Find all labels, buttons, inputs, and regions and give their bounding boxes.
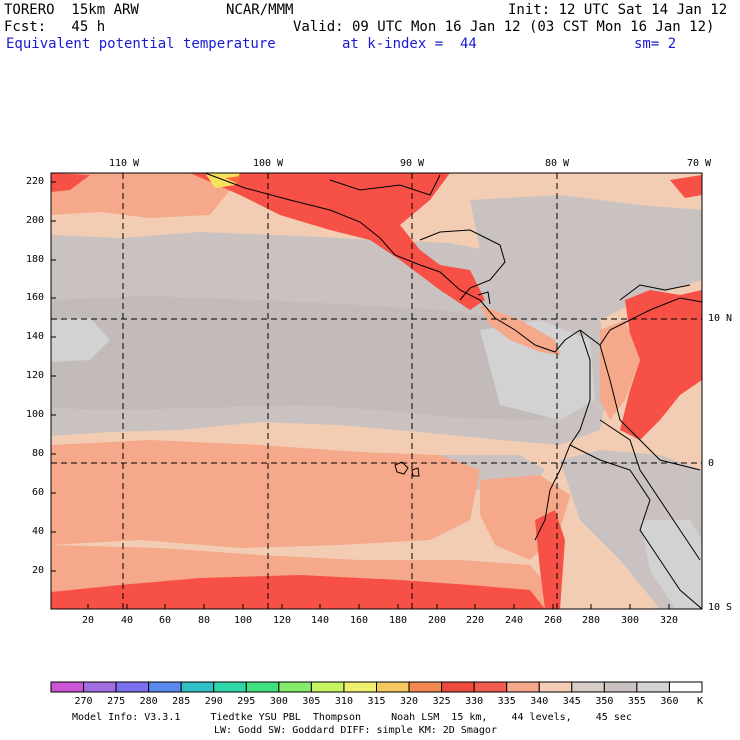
colorbar-swatch <box>636 681 670 693</box>
shaded-field <box>51 173 702 609</box>
lon-label-110w: 110 W <box>108 158 140 169</box>
lat-label-10s: 10 S <box>708 602 733 613</box>
organization: NCAR/MMM <box>226 2 294 18</box>
colorbar-label: 350 <box>595 696 614 707</box>
lon-label-80w: 80 W <box>544 158 570 169</box>
x-tick: 160 <box>349 615 369 626</box>
valid-time: Valid: 09 UTC Mon 16 Jan 12 (03 CST Mon … <box>293 19 715 35</box>
x-tick: 20 <box>81 615 95 626</box>
colorbar-swatch <box>668 681 703 693</box>
colorbar-label: 320 <box>400 696 419 707</box>
colorbar-swatch <box>473 681 508 693</box>
x-tick: 120 <box>272 615 292 626</box>
colorbar <box>50 681 703 693</box>
init-time: Init: 12 UTC Sat 14 Jan 12 <box>508 2 728 18</box>
lon-label-100w: 100 W <box>252 158 284 169</box>
colorbar-swatch <box>213 681 247 693</box>
colorbar-swatch <box>571 681 605 693</box>
colorbar-swatch <box>245 681 280 693</box>
lat-lon-grid <box>51 173 702 609</box>
lat-label-equator: 0 <box>708 458 715 469</box>
colorbar-swatch <box>115 681 150 693</box>
y-tick: 40 <box>31 526 44 537</box>
x-tick: 280 <box>581 615 601 626</box>
colorbar-label: 275 <box>107 696 126 707</box>
coastlines <box>204 172 703 610</box>
colorbar-swatch <box>343 681 378 693</box>
x-tick: 80 <box>197 615 211 626</box>
x-tick: 100 <box>233 615 253 626</box>
colorbar-label: 290 <box>204 696 223 707</box>
colorbar-swatch <box>83 681 117 693</box>
colorbar-label: 340 <box>530 696 549 707</box>
level-info: at k-index = 44 <box>342 36 477 52</box>
x-tick: 300 <box>620 615 640 626</box>
x-tick: 240 <box>504 615 524 626</box>
model-name: TORERO 15km ARW <box>4 2 139 18</box>
x-tick: 220 <box>465 615 485 626</box>
y-tick: 160 <box>25 292 44 303</box>
colorbar-swatch <box>603 681 638 693</box>
colorbar-swatch <box>441 681 475 693</box>
colorbar-swatch <box>538 681 573 693</box>
forecast-hour: Fcst: 45 h <box>4 19 106 35</box>
x-tick: 200 <box>427 615 447 626</box>
y-tick: 100 <box>25 409 44 420</box>
x-tick: 320 <box>659 615 679 626</box>
lon-label-90w: 90 W <box>399 158 425 169</box>
colorbar-label: 285 <box>172 696 191 707</box>
colorbar-swatch <box>506 681 540 693</box>
colorbar-label: 355 <box>627 696 646 707</box>
lat-label-10n: 10 N <box>708 313 733 324</box>
colorbar-label: 300 <box>269 696 288 707</box>
y-tick: 200 <box>25 215 44 226</box>
colorbar-swatch <box>310 681 345 693</box>
x-tick: 140 <box>310 615 330 626</box>
colorbar-swatch <box>408 681 443 693</box>
colorbar-label: 305 <box>302 696 321 707</box>
colorbar-label: 360 <box>660 696 679 707</box>
colorbar-label: 345 <box>562 696 581 707</box>
x-tick: 60 <box>158 615 172 626</box>
model-info: Model Info: V3.3.1 Tiedtke YSU PBL Thomp… <box>72 712 632 723</box>
physics-info: LW: Godd SW: Goddard DIFF: simple KM: 2D… <box>214 725 497 736</box>
colorbar-label: 325 <box>432 696 451 707</box>
colorbar-swatch <box>376 681 410 693</box>
x-tick: 180 <box>388 615 408 626</box>
colorbar-swatch <box>278 681 312 693</box>
colorbar-label: 330 <box>465 696 484 707</box>
lon-label-70w: 70 W <box>686 158 712 169</box>
field-name: Equivalent potential temperature <box>6 36 276 52</box>
y-tick: 20 <box>31 565 44 576</box>
colorbar-label: 335 <box>497 696 516 707</box>
y-tick: 120 <box>25 370 44 381</box>
smoothing-info: sm= 2 <box>634 36 677 52</box>
y-tick: 180 <box>25 254 44 265</box>
y-tick: 140 <box>25 331 44 342</box>
colorbar-label: 280 <box>139 696 158 707</box>
y-tick: 60 <box>31 487 44 498</box>
colorbar-swatch <box>50 681 85 693</box>
y-tick: 220 <box>25 176 44 187</box>
colorbar-swatch <box>148 681 182 693</box>
colorbar-label: 295 <box>237 696 256 707</box>
x-tick: 40 <box>120 615 134 626</box>
colorbar-label: 310 <box>334 696 353 707</box>
colorbar-swatch <box>180 681 215 693</box>
colorbar-label: 270 <box>74 696 93 707</box>
x-tick: 260 <box>543 615 563 626</box>
y-tick: 80 <box>31 448 44 459</box>
colorbar-unit: K <box>697 696 704 707</box>
colorbar-label: 315 <box>367 696 386 707</box>
plot-frame <box>50 172 703 610</box>
